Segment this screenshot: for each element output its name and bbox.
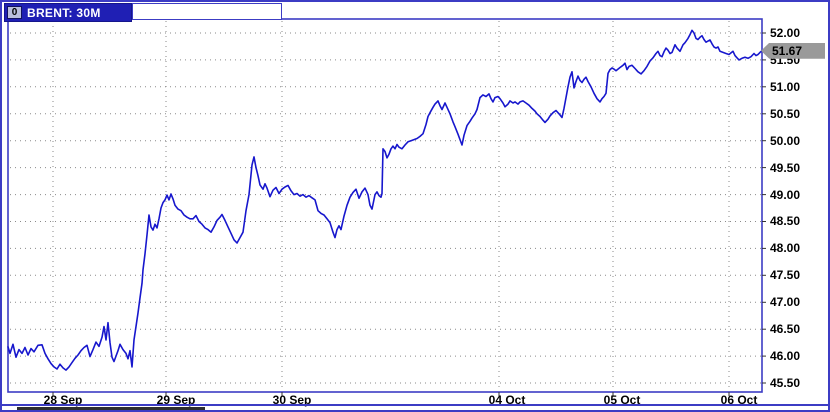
y-axis-label: 50.50 [770, 106, 801, 121]
x-axis-label: 30 Sep [272, 393, 312, 407]
x-axis-label: 05 Oct [603, 393, 641, 407]
y-axis-label: 45.50 [770, 376, 801, 391]
x-axis-label: 29 Sep [156, 393, 196, 407]
y-axis-label: 47.00 [770, 295, 801, 310]
horizontal-scrollbar-thumb[interactable] [17, 407, 205, 412]
y-axis-label: 46.50 [770, 322, 801, 337]
last-price-tag: 51.67 [761, 42, 825, 59]
y-axis-label: 49.00 [770, 187, 801, 202]
y-axis-label: 48.00 [770, 241, 801, 256]
y-axis-label: 47.50 [770, 268, 801, 283]
bottom-separator [0, 404, 830, 406]
titlebar-empty-cell [132, 3, 282, 20]
y-axis-label: 52.00 [770, 26, 801, 40]
x-axis-label: 28 Sep [43, 393, 83, 407]
chart-menu-icon[interactable]: 0 [7, 6, 22, 19]
y-axis-label: 51.00 [770, 79, 801, 94]
plot-border [7, 18, 763, 393]
x-axis-label: 04 Oct [488, 393, 526, 407]
y-axis-label: 50.00 [770, 133, 801, 148]
price-line [7, 29, 763, 371]
y-axis-label: 49.50 [770, 160, 801, 175]
y-axis-label: 48.50 [770, 214, 801, 229]
chart-titlebar[interactable]: 0 BRENT: 30M [4, 3, 132, 22]
y-axis-label: 46.00 [770, 349, 801, 364]
x-axis-label: 06 Oct [720, 393, 758, 407]
chart-title: BRENT: 30M [27, 5, 101, 20]
